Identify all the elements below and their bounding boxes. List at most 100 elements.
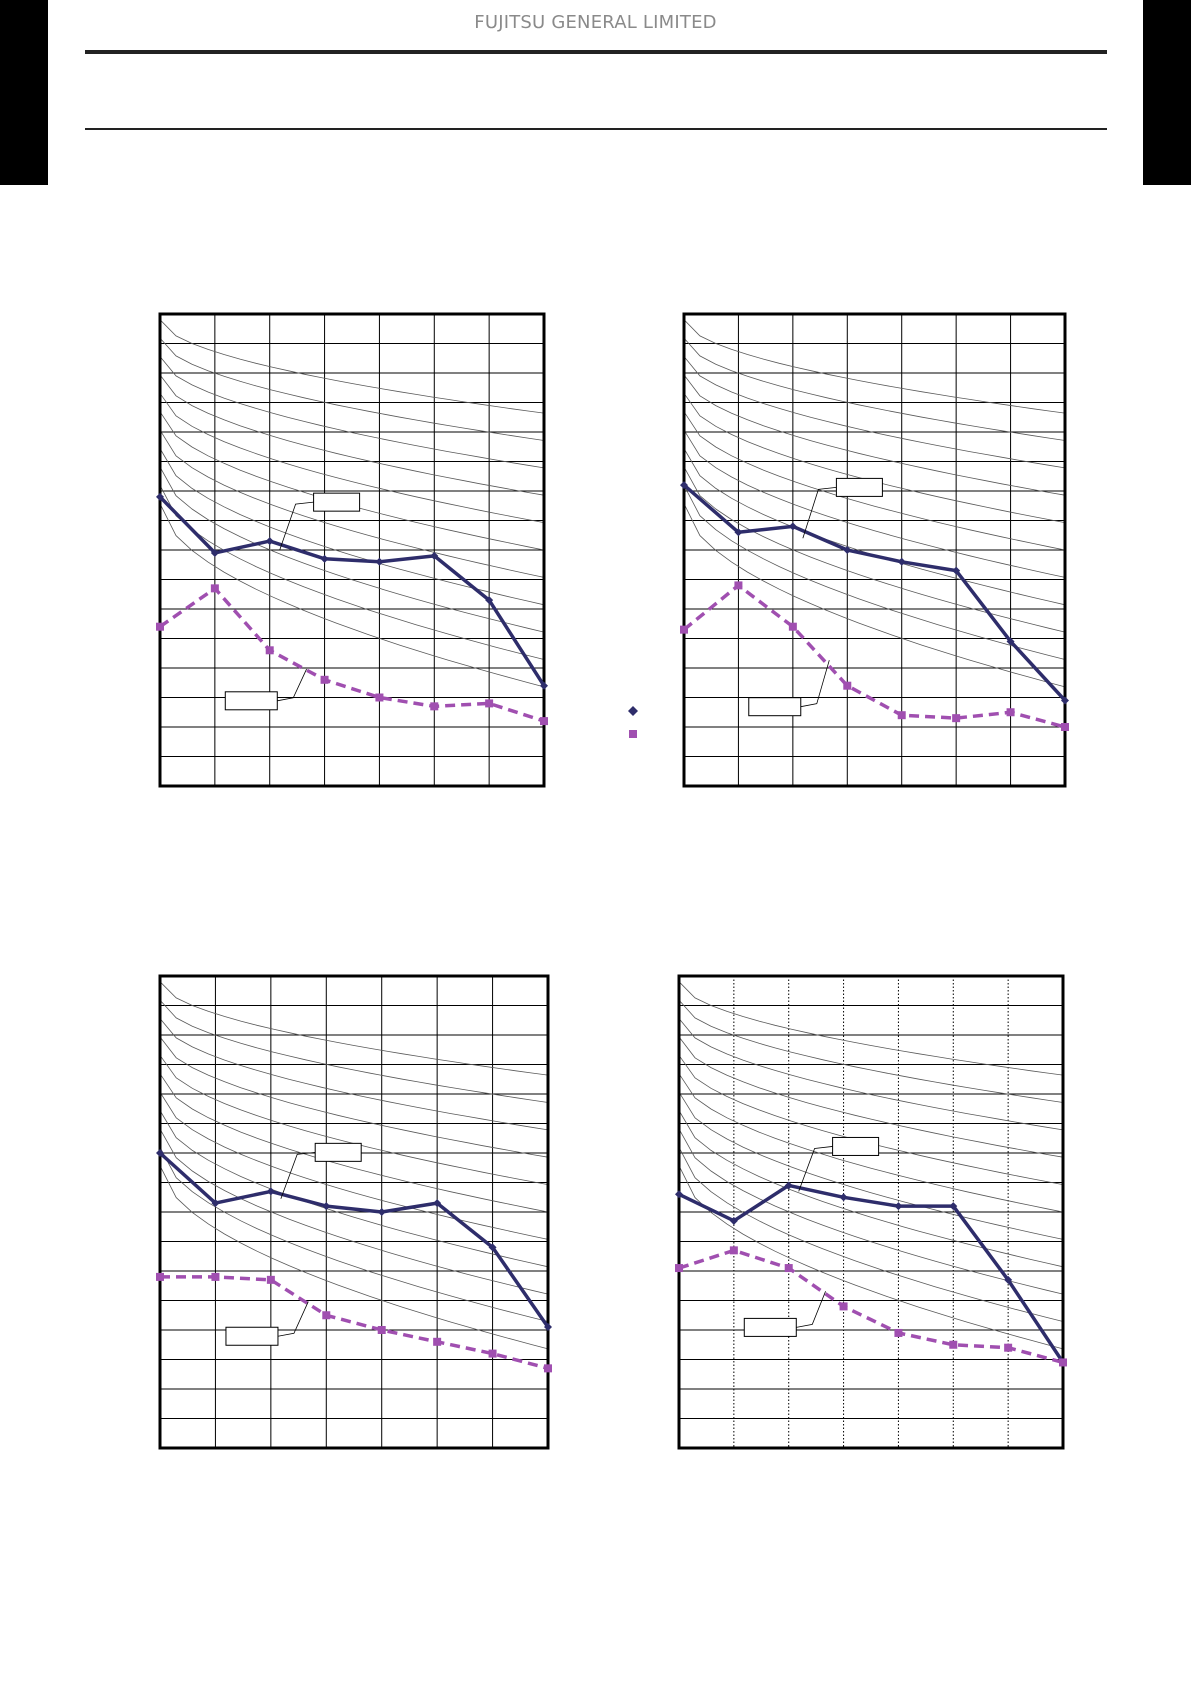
callout-leader [800,660,830,708]
callout-box [832,1136,880,1156]
data-point-square [788,622,797,631]
data-point-diamond [320,554,329,563]
left-side-tab [0,0,48,185]
plot-frame [158,312,546,788]
reference-curve [683,411,1066,551]
reference-curve [159,999,549,1103]
reference-curve [159,503,545,688]
data-point-diamond [544,1323,552,1332]
data-point-diamond [680,481,688,490]
grid [679,976,1063,1448]
reference-curve [678,1018,1064,1131]
reference-curve [159,981,549,1076]
data-point-square [839,1302,848,1311]
data-point-diamond [377,1208,386,1216]
data-point-diamond [540,681,548,690]
reference-curve [159,1165,549,1350]
data-point-diamond [433,1199,442,1208]
series-line-dashed [158,586,545,723]
reference-curve [159,1091,549,1240]
data-point-diamond [784,1181,793,1190]
reference-curve [683,429,1066,578]
data-point-square [1004,1343,1013,1352]
reference-curve [683,485,1066,660]
callout-leader [796,1291,826,1328]
reference-curve [683,503,1066,688]
grid [160,314,544,786]
data-point-square [843,681,852,690]
reference-curve [159,1110,549,1268]
data-point-diamond [675,1190,683,1199]
reference-curve [683,448,1066,606]
series-line-solid [158,495,546,687]
data-point-diamond [211,1199,220,1208]
data-point-square [729,1246,738,1255]
data-point-square [544,1364,552,1373]
reference-curve [678,1110,1064,1268]
callout-leader [802,487,837,539]
callout-box [313,492,361,512]
data-point-diamond [788,522,797,531]
reference-curve [159,1128,549,1295]
data-point-diamond [894,1202,903,1211]
series-line-solid [678,1183,1065,1364]
data-point-diamond [266,1187,275,1196]
callout-leader [277,1301,309,1337]
data-point-diamond [843,546,852,554]
company-name: FUJITSU GENERAL LIMITED [474,12,717,33]
data-point-square [488,1349,497,1358]
reference-curve [159,1018,549,1131]
reference-curve [683,374,1066,496]
series-line-dashed [160,1275,549,1371]
data-point-diamond [952,566,961,575]
data-point-diamond [1061,696,1069,705]
right-side-tab [1143,0,1191,185]
data-point-square [211,1272,220,1281]
series-line-solid [158,1151,550,1329]
callout-leader [279,501,314,551]
data-point-square [734,581,743,590]
data-point-diamond [156,1149,164,1157]
reference-curve [159,1073,549,1213]
data-point-square [1006,708,1015,717]
callout-box [743,1317,797,1337]
data-point-square [210,584,219,593]
data-point-square [266,1275,275,1284]
callout-box [835,477,883,497]
reference-curve [678,1165,1064,1350]
data-point-diamond [156,492,164,501]
reference-curve [683,356,1066,469]
callout-leader [798,1146,833,1192]
data-point-diamond [1004,1275,1013,1284]
data-point-diamond [485,596,494,605]
plot-frame [677,974,1065,1450]
chart-bottom-left [156,974,552,1450]
data-point-square [784,1264,793,1273]
data-point-square [375,693,384,702]
data-point-diamond [322,1202,331,1211]
reference-curve [159,448,545,606]
data-point-square [952,714,961,723]
reference-curve [683,337,1066,441]
callout-box [225,1326,279,1346]
reference-curve [159,393,545,523]
data-point-diamond [430,551,439,560]
reference-curve [159,1036,549,1158]
data-point-square [156,622,164,631]
data-point-square [377,1326,386,1334]
data-point-diamond [488,1243,497,1252]
data-point-square [675,1264,683,1273]
chart-bottom-right [675,974,1067,1450]
reference-curve [159,1147,549,1322]
data-point-diamond [729,1216,738,1225]
callout-box [314,1142,362,1162]
data-point-diamond [265,537,274,546]
data-point-square [433,1337,442,1346]
legend-square-marker [629,730,637,738]
data-point-square [540,717,548,726]
reference-curve [678,1036,1064,1158]
reference-curve [159,319,545,414]
reference-curve [683,319,1066,414]
data-point-diamond [1006,637,1015,646]
header-rule-thick [85,50,1107,54]
